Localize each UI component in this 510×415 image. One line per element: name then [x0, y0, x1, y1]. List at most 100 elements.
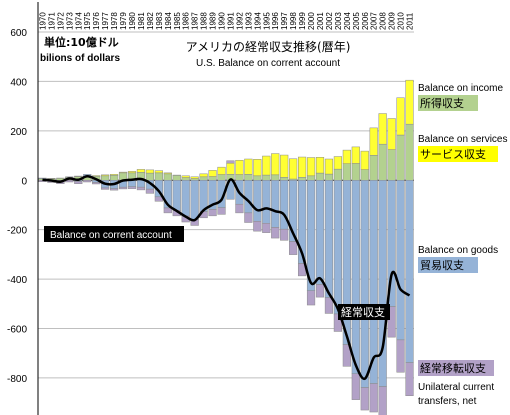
chart-title: アメリカの経常収支推移(暦年)	[186, 40, 351, 54]
legend-income-jp: 所得収支	[420, 97, 464, 110]
bar-segment	[333, 168, 343, 181]
bar-segment	[38, 177, 47, 180]
x-tick-label: 1975	[83, 12, 92, 30]
bar-segment	[136, 186, 146, 191]
y-tick-label: -800	[7, 374, 27, 385]
bar-segment	[172, 180, 181, 211]
bar-segment	[217, 174, 226, 181]
bar-segment	[127, 186, 137, 189]
bar-segment	[280, 154, 289, 178]
bar-segment	[101, 175, 110, 181]
bar-segment	[235, 159, 244, 175]
annotation-current-account-jp-bg	[338, 304, 390, 320]
x-tick-label: 1990	[218, 12, 227, 30]
bar-segment	[226, 162, 235, 175]
bar-segment	[280, 228, 289, 241]
annotation-current-account-bg	[44, 226, 184, 242]
x-tick-label: 2007	[370, 12, 379, 30]
x-tick-label: 1994	[253, 12, 262, 30]
bar-segment	[396, 134, 405, 181]
x-tick-label: 1985	[173, 12, 182, 30]
bar-segment	[235, 174, 244, 181]
y-tick-label: -600	[7, 325, 27, 336]
bar-segment	[324, 180, 334, 298]
bar-segment	[396, 339, 405, 373]
x-tick-label: 1998	[289, 12, 298, 30]
legend-transfers-bg	[418, 360, 494, 376]
bar-segment	[118, 171, 128, 174]
bar-segment	[181, 177, 190, 181]
x-tick-label: 1987	[191, 12, 200, 30]
x-tick-label: 1996	[271, 12, 280, 30]
legend-transfers-en-line2: transfers, net	[418, 396, 477, 407]
bar-segment	[253, 180, 262, 222]
x-tick-label: 1984	[164, 12, 173, 30]
bar-segment	[208, 209, 217, 217]
bar-segment	[109, 174, 119, 176]
legend-income-bg	[418, 95, 478, 111]
bar-segment	[289, 158, 298, 180]
bar-segment	[136, 169, 146, 173]
bar-segment	[271, 153, 280, 176]
unit-label-jp: 単位:10億ドル	[44, 35, 119, 49]
bar-segment	[145, 188, 155, 194]
bar-segment	[306, 175, 316, 181]
bar-segment	[387, 306, 396, 338]
x-tick-label: 1978	[110, 12, 119, 30]
bar-segment	[163, 172, 172, 175]
x-tick-label: 2011	[406, 12, 415, 30]
x-tick-label: 1971	[47, 12, 56, 30]
bar-segment	[262, 223, 271, 233]
y-tick-label: 0	[21, 176, 27, 187]
bar-segment	[244, 158, 253, 175]
legend-goods-en: Balance on goods	[418, 245, 498, 256]
unit-label-en: bilions of dollars	[40, 53, 120, 64]
bar-segment	[199, 176, 208, 181]
x-tick-label: 1988	[200, 12, 209, 30]
bar-segment	[280, 177, 289, 181]
bar-segment	[333, 180, 343, 315]
x-tick-label: 2005	[352, 12, 361, 30]
bar-segment	[172, 175, 181, 181]
x-tick-label: 1973	[65, 12, 74, 30]
x-tick-label: 1976	[92, 12, 101, 30]
bar-segment	[342, 163, 351, 181]
y-tick-label: 200	[10, 127, 27, 138]
x-tick-label: 1972	[56, 12, 65, 30]
x-tick-label: 1995	[262, 12, 271, 30]
bar-segment	[315, 180, 325, 285]
bar-segment	[360, 387, 369, 411]
bar-segment	[378, 143, 387, 181]
bar-segment	[109, 175, 119, 181]
x-tick-label: 2006	[361, 12, 370, 30]
bar-segment	[360, 180, 369, 388]
x-tick-label: 1970	[38, 12, 47, 30]
x-tick-label: 2002	[325, 12, 334, 30]
bar-segment	[74, 181, 83, 184]
annotation-current-account-jp: 経常収支	[341, 306, 385, 319]
bar-segment	[244, 180, 253, 214]
bar-segment	[360, 169, 369, 181]
bar-segment	[405, 362, 414, 396]
bar-segment	[217, 166, 226, 175]
bar-segment	[333, 156, 343, 170]
bar-segment	[244, 212, 253, 223]
x-tick-label: 1989	[209, 12, 218, 30]
bar-segment	[262, 155, 271, 176]
bar-segment	[369, 155, 378, 181]
bar-segment	[145, 169, 155, 174]
bar-segment	[217, 207, 226, 215]
bar-segment	[244, 174, 253, 181]
bar-segment	[351, 163, 360, 181]
bar-segment	[253, 175, 262, 181]
bar-segment	[405, 79, 414, 125]
legend-income-en: Balance on income	[418, 83, 503, 94]
legend-transfers-en-line1: Unilateral current	[418, 382, 494, 393]
y-tick-label: -200	[7, 226, 27, 237]
bar-segment	[208, 176, 217, 181]
bar-segment	[351, 373, 360, 400]
bar-segment	[297, 156, 307, 178]
x-tick-label: 2010	[397, 12, 406, 30]
bar-segment	[342, 344, 351, 367]
